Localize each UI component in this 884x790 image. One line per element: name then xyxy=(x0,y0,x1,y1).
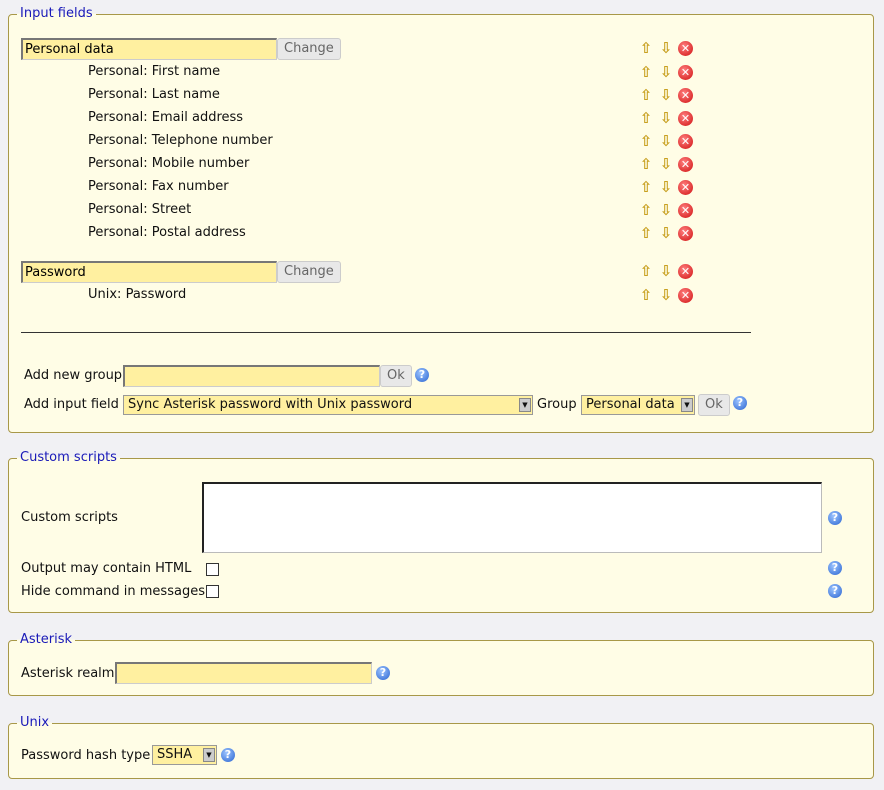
add-group-label: Add new group xyxy=(24,368,123,383)
asterisk-realm-label: Asterisk realm xyxy=(21,666,115,681)
chevron-down-icon: ▼ xyxy=(519,398,531,412)
change-group-button[interactable]: Change xyxy=(277,261,341,283)
row-actions: ⇧ ⇩ ✕ xyxy=(638,40,693,56)
row-actions: ⇧ ⇩ ✕ xyxy=(638,225,693,241)
hide-command-checkbox[interactable] xyxy=(206,585,219,598)
custom-scripts-section: Custom scripts Custom scripts ? Output m… xyxy=(8,450,874,613)
help-icon[interactable]: ? xyxy=(828,511,842,525)
group-name-input[interactable] xyxy=(21,261,277,283)
arrow-up-icon[interactable]: ⇧ xyxy=(639,155,653,173)
row-actions: ⇧ ⇩ ✕ xyxy=(638,133,693,149)
delete-icon[interactable]: ✕ xyxy=(678,225,693,241)
add-field-select[interactable]: Sync Asterisk password with Unix passwor… xyxy=(123,395,533,415)
arrow-up-icon[interactable]: ⇧ xyxy=(639,286,653,304)
arrow-down-icon[interactable]: ⇩ xyxy=(659,109,673,127)
arrow-up-icon[interactable]: ⇧ xyxy=(639,109,653,127)
add-group-ok-button[interactable]: Ok xyxy=(380,365,412,387)
delete-icon[interactable]: ✕ xyxy=(678,287,693,303)
arrow-down-icon[interactable]: ⇩ xyxy=(659,201,673,219)
custom-scripts-label: Custom scripts xyxy=(21,510,118,525)
arrow-up-icon[interactable]: ⇧ xyxy=(639,86,653,104)
section-legend: Custom scripts xyxy=(17,450,120,465)
arrow-down-icon[interactable]: ⇩ xyxy=(659,178,673,196)
input-field-item: Unix: Password xyxy=(88,287,187,302)
help-icon[interactable]: ? xyxy=(733,396,747,410)
arrow-down-icon[interactable]: ⇩ xyxy=(659,63,673,81)
delete-icon[interactable]: ✕ xyxy=(678,133,693,149)
arrow-down-icon[interactable]: ⇩ xyxy=(659,86,673,104)
output-html-label: Output may contain HTML xyxy=(21,561,192,576)
arrow-up-icon[interactable]: ⇧ xyxy=(639,39,653,57)
delete-icon[interactable]: ✕ xyxy=(678,156,693,172)
row-actions: ⇧ ⇩ ✕ xyxy=(638,87,693,103)
row-actions: ⇧ ⇩ ✕ xyxy=(638,287,693,303)
input-field-item: Personal: Last name xyxy=(88,87,220,102)
arrow-up-icon[interactable]: ⇧ xyxy=(639,224,653,242)
input-field-item: Personal: Telephone number xyxy=(88,133,273,148)
group-label: Group xyxy=(537,397,577,412)
input-field-item: Personal: Email address xyxy=(88,110,244,125)
group-value: Personal data xyxy=(586,397,675,412)
add-field-ok-button[interactable]: Ok xyxy=(698,394,730,416)
hash-type-label: Password hash type xyxy=(21,748,151,763)
section-legend: Input fields xyxy=(17,6,96,21)
delete-icon[interactable]: ✕ xyxy=(678,179,693,195)
input-field-item: Personal: Street xyxy=(88,202,192,217)
arrow-up-icon[interactable]: ⇧ xyxy=(639,262,653,280)
arrow-down-icon[interactable]: ⇩ xyxy=(659,262,673,280)
asterisk-section: Asterisk Asterisk realm ? xyxy=(8,632,874,696)
arrow-up-icon[interactable]: ⇧ xyxy=(639,63,653,81)
help-icon[interactable]: ? xyxy=(376,666,390,680)
help-icon[interactable]: ? xyxy=(415,368,429,382)
row-actions: ⇧ ⇩ ✕ xyxy=(638,64,693,80)
hash-type-value: SSHA xyxy=(157,747,193,762)
input-field-item: Personal: Mobile number xyxy=(88,156,250,171)
input-field-item: Personal: Fax number xyxy=(88,179,229,194)
input-fields-section: Input fields Change ⇧ ⇩ ✕ Personal: First na… xyxy=(8,6,874,433)
chevron-down-icon: ▼ xyxy=(203,748,215,762)
delete-icon[interactable]: ✕ xyxy=(678,202,693,218)
arrow-down-icon[interactable]: ⇩ xyxy=(659,132,673,150)
output-html-checkbox[interactable] xyxy=(206,563,219,576)
add-field-value: Sync Asterisk password with Unix passwor… xyxy=(128,397,413,412)
arrow-up-icon[interactable]: ⇧ xyxy=(639,132,653,150)
hide-command-label: Hide command in messages xyxy=(21,584,205,599)
input-field-item: Personal: First name xyxy=(88,64,221,79)
delete-icon[interactable]: ✕ xyxy=(678,64,693,80)
arrow-up-icon[interactable]: ⇧ xyxy=(639,201,653,219)
delete-icon[interactable]: ✕ xyxy=(678,110,693,126)
asterisk-realm-input[interactable] xyxy=(115,662,372,684)
section-legend: Unix xyxy=(17,715,53,730)
unix-section: Unix Password hash type SSHA ▼ ? xyxy=(8,715,874,779)
input-field-item: Personal: Postal address xyxy=(88,225,246,240)
section-legend: Asterisk xyxy=(17,632,76,647)
arrow-up-icon[interactable]: ⇧ xyxy=(639,178,653,196)
help-icon[interactable]: ? xyxy=(221,748,235,762)
custom-scripts-textarea[interactable] xyxy=(202,482,822,553)
add-field-label: Add input field xyxy=(24,397,119,412)
row-actions: ⇧ ⇩ ✕ xyxy=(638,110,693,126)
help-icon[interactable]: ? xyxy=(828,561,842,575)
row-actions: ⇧ ⇩ ✕ xyxy=(638,202,693,218)
group-name-input[interactable] xyxy=(21,38,277,60)
help-icon[interactable]: ? xyxy=(828,584,842,598)
divider xyxy=(21,332,751,333)
add-group-input[interactable] xyxy=(123,365,380,387)
group-select[interactable]: Personal data ▼ xyxy=(581,395,695,415)
row-actions: ⇧ ⇩ ✕ xyxy=(638,156,693,172)
arrow-down-icon[interactable]: ⇩ xyxy=(659,286,673,304)
arrow-down-icon[interactable]: ⇩ xyxy=(659,155,673,173)
row-actions: ⇧ ⇩ ✕ xyxy=(638,179,693,195)
delete-icon[interactable]: ✕ xyxy=(678,263,693,279)
row-actions: ⇧ ⇩ ✕ xyxy=(638,263,693,279)
delete-icon[interactable]: ✕ xyxy=(678,40,693,56)
chevron-down-icon: ▼ xyxy=(681,398,693,412)
hash-type-select[interactable]: SSHA ▼ xyxy=(152,745,217,765)
arrow-down-icon[interactable]: ⇩ xyxy=(659,224,673,242)
delete-icon[interactable]: ✕ xyxy=(678,87,693,103)
arrow-down-icon[interactable]: ⇩ xyxy=(659,39,673,57)
change-group-button[interactable]: Change xyxy=(277,38,341,60)
